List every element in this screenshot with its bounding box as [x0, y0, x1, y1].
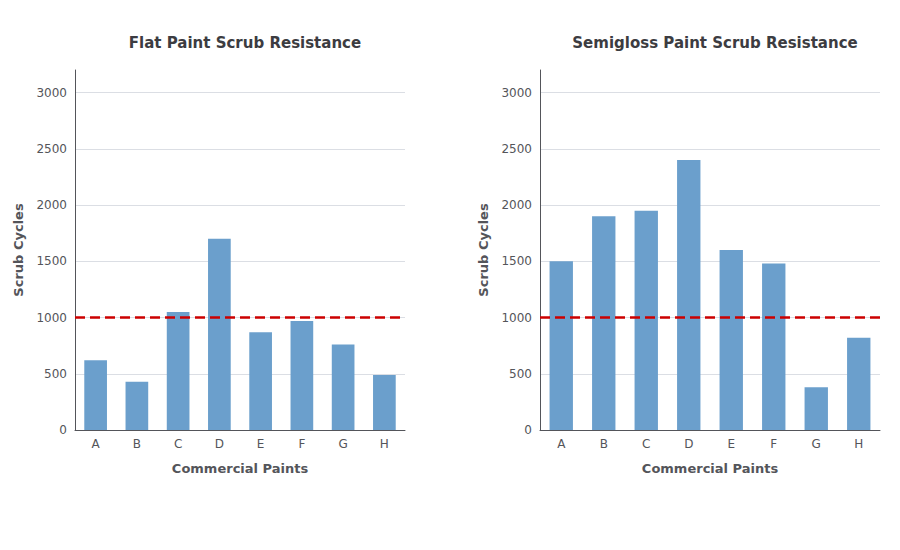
svg-text:500: 500: [509, 367, 532, 381]
svg-text:1000: 1000: [501, 311, 532, 325]
svg-text:3000: 3000: [501, 86, 532, 100]
svg-text:H: H: [380, 437, 389, 451]
svg-text:H: H: [854, 437, 863, 451]
svg-text:B: B: [600, 437, 608, 451]
svg-text:Flat Paint Scrub Resistance: Flat Paint Scrub Resistance: [129, 34, 361, 52]
svg-text:F: F: [770, 437, 777, 451]
svg-text:A: A: [92, 437, 101, 451]
svg-text:G: G: [338, 437, 347, 451]
svg-text:0: 0: [59, 423, 67, 437]
svg-text:D: D: [215, 437, 224, 451]
svg-text:B: B: [133, 437, 141, 451]
svg-text:E: E: [727, 437, 735, 451]
svg-text:E: E: [257, 437, 265, 451]
svg-text:Scrub Cycles: Scrub Cycles: [476, 203, 491, 297]
svg-text:500: 500: [44, 367, 67, 381]
svg-text:2000: 2000: [501, 198, 532, 212]
svg-text:3000: 3000: [36, 86, 67, 100]
svg-text:1500: 1500: [36, 254, 67, 268]
svg-text:Commercial Paints: Commercial Paints: [172, 461, 309, 476]
svg-text:D: D: [684, 437, 693, 451]
svg-text:Commercial Paints: Commercial Paints: [642, 461, 779, 476]
svg-text:C: C: [174, 437, 182, 451]
svg-text:2500: 2500: [501, 142, 532, 156]
svg-text:C: C: [642, 437, 650, 451]
svg-text:Semigloss Paint Scrub Resistan: Semigloss Paint Scrub Resistance: [572, 34, 857, 52]
svg-text:G: G: [812, 437, 821, 451]
svg-text:1500: 1500: [501, 254, 532, 268]
svg-text:0: 0: [524, 423, 532, 437]
svg-text:2500: 2500: [36, 142, 67, 156]
svg-text:1000: 1000: [36, 311, 67, 325]
svg-text:Scrub Cycles: Scrub Cycles: [11, 203, 26, 297]
svg-text:2000: 2000: [36, 198, 67, 212]
svg-text:A: A: [557, 437, 566, 451]
svg-text:F: F: [298, 437, 305, 451]
